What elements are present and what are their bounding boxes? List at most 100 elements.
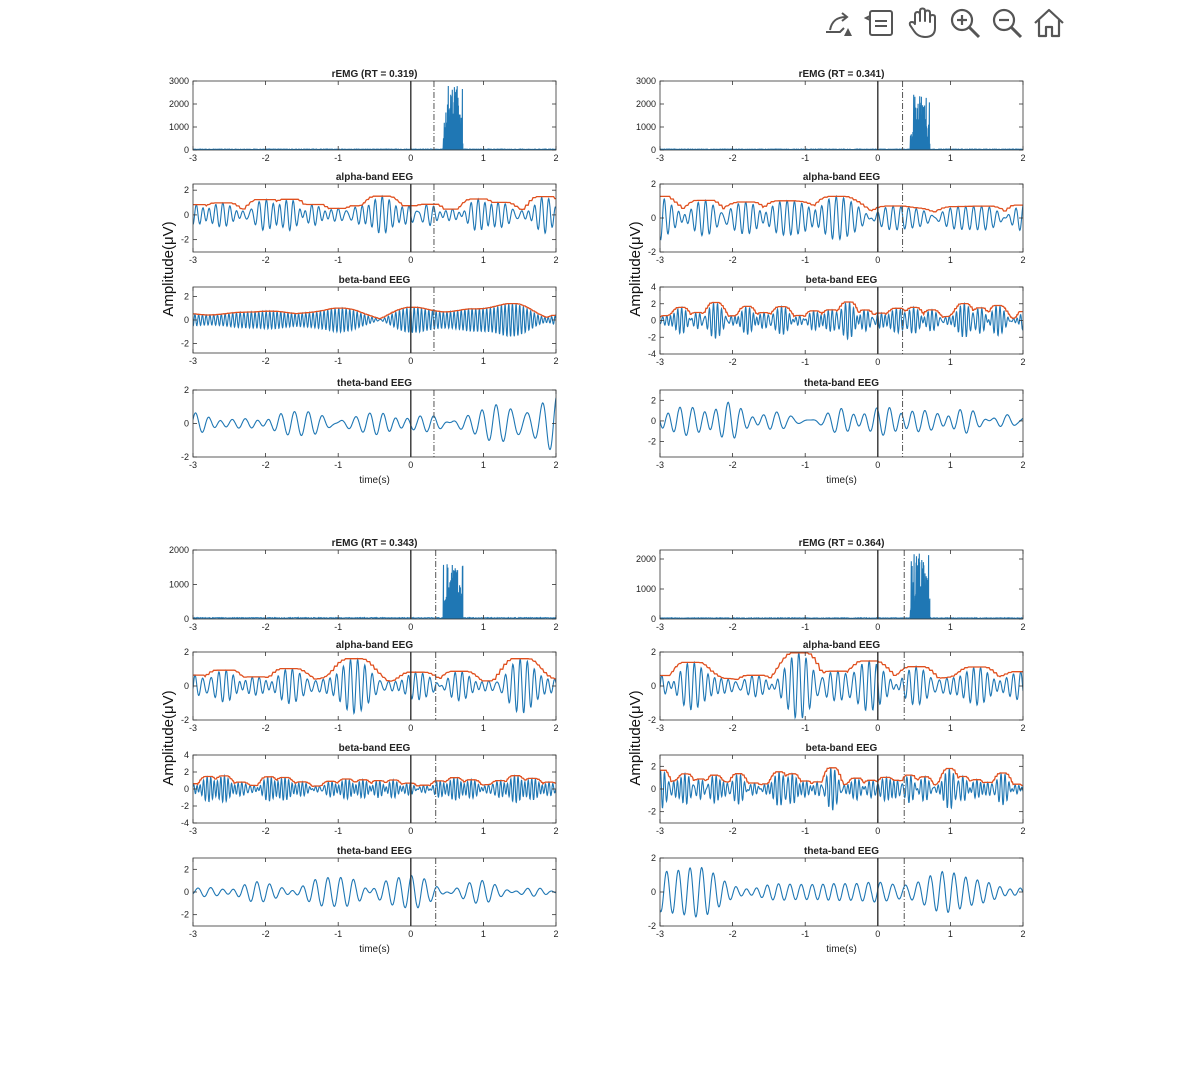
y-tick-label: -2 [181,715,189,725]
x-tick-label: 0 [408,723,413,733]
x-tick-label: -3 [656,460,664,470]
x-tick-label: -2 [729,357,737,367]
zoom-in-button[interactable] [946,4,984,42]
x-tick-label: 0 [408,929,413,939]
y-tick-label: 0 [184,887,189,897]
y-axis-label: Amplitude(μV) [627,690,644,785]
plot-area [660,94,1023,150]
y-tick-label: 2 [184,185,189,195]
panel-top-right: rEMG (RT = 0.341)-3 -2 -1 0 1 20100020003000a… [627,69,1026,486]
x-tick-label: -2 [729,255,737,265]
x-tick-label: -1 [334,460,342,470]
x-tick-label: -1 [801,622,809,632]
x-tick-label: 2 [1020,460,1025,470]
x-tick-label: 0 [408,622,413,632]
y-tick-label: -2 [648,247,656,257]
x-tick-label: -1 [801,255,809,265]
axes-box [192,389,557,458]
data-tips-button[interactable] [862,4,900,42]
subplot-title: alpha-band EEG [336,172,413,183]
x-tick-label: -2 [262,153,270,163]
y-tick-label: 3000 [169,76,189,86]
x-axis-label: time(s) [359,944,390,955]
x-tick-label: -3 [189,929,197,939]
subplot-title: beta-band EEG [806,743,878,754]
axes-box [192,80,557,151]
y-axis-label: Amplitude(μV) [627,221,644,316]
subplot: alpha-band EEG-3 -2 -1 0 1 2-202 [648,172,1026,265]
x-tick-label: -2 [729,826,737,836]
subplot-title: rEMG (RT = 0.319) [332,69,418,80]
x-tick-label: -3 [189,460,197,470]
eeg-trace [660,194,1023,242]
eeg-trace [660,401,1023,439]
y-tick-label: 1000 [169,122,189,132]
x-tick-label: 2 [1020,153,1025,163]
axes-box [659,389,1024,458]
eeg-envelope [193,302,556,320]
x-tick-label: -3 [189,153,197,163]
y-tick-label: 0 [651,614,656,624]
x-tick-label: -1 [334,356,342,366]
subplot-title: rEMG (RT = 0.343) [332,538,418,549]
x-tick-label: -1 [334,929,342,939]
eeg-envelope [193,658,556,682]
x-tick-label: 1 [948,153,953,163]
x-tick-label: 2 [553,356,558,366]
eeg-trace [660,301,1023,341]
x-tick-label: 0 [875,460,880,470]
x-tick-label: 1 [948,622,953,632]
subplot-title: alpha-band EEG [803,172,880,183]
x-tick-label: -2 [262,255,270,265]
zoom-out-button[interactable] [988,4,1026,42]
subplot-title: beta-band EEG [806,275,878,286]
pan-button[interactable] [904,4,942,42]
y-tick-label: 0 [651,681,656,691]
y-tick-label: 0 [651,887,656,897]
x-tick-label: 1 [481,929,486,939]
eeg-trace [193,397,556,451]
export-button[interactable] [820,4,858,42]
subplot: alpha-band EEG-3 -2 -1 0 1 2-202 [181,640,559,733]
eeg-trace [193,657,556,715]
pan-icon [908,7,936,39]
plot-area [660,767,1023,811]
plot-area [660,553,1023,619]
y-tick-label: 2000 [169,545,189,555]
subplot-title: theta-band EEG [804,378,879,389]
plot-area [193,657,556,715]
x-tick-label: -2 [262,622,270,632]
y-tick-label: 2 [184,291,189,301]
x-tick-label: 2 [1020,826,1025,836]
y-tick-label: -2 [648,921,656,931]
panel-bottom-left: rEMG (RT = 0.343)-3 -2 -1 0 1 2010002000alpha… [160,538,559,955]
y-tick-label: -4 [181,818,189,828]
y-tick-label: 0 [184,210,189,220]
eeg-trace [193,303,556,338]
eeg-trace [193,773,556,804]
x-tick-label: 0 [875,826,880,836]
subplot-title: theta-band EEG [804,846,879,857]
x-tick-label: 0 [875,723,880,733]
home-button[interactable] [1030,4,1068,42]
x-tick-label: -2 [729,622,737,632]
y-tick-label: 2 [651,299,656,309]
x-tick-label: 2 [553,929,558,939]
y-tick-label: 0 [184,784,189,794]
x-tick-label: -3 [656,723,664,733]
subplot-title: beta-band EEG [339,275,411,286]
axes-box [192,549,557,620]
y-tick-label: -4 [648,349,656,359]
x-tick-label: 2 [553,460,558,470]
x-tick-label: 1 [481,255,486,265]
x-tick-label: 0 [408,826,413,836]
y-axis-label: Amplitude(μV) [160,221,177,316]
x-tick-label: 1 [948,929,953,939]
plot-area [660,301,1023,341]
y-tick-label: 0 [184,315,189,325]
panel-top-left: rEMG (RT = 0.319)-3 -2 -1 0 1 20100020003000a… [160,69,559,486]
x-tick-label: -1 [801,723,809,733]
